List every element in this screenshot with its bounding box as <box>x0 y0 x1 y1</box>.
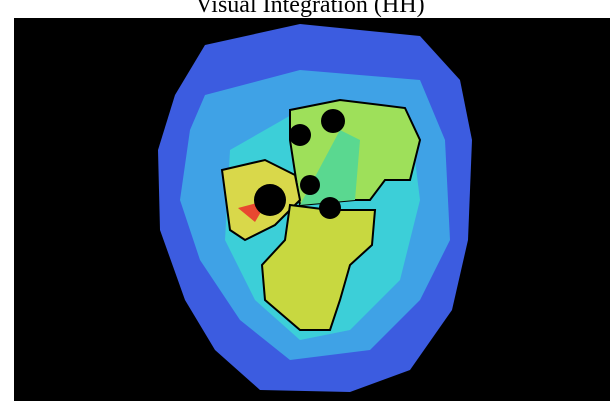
integration-map <box>158 24 472 392</box>
title: Visual Integration (HH) <box>195 0 424 18</box>
